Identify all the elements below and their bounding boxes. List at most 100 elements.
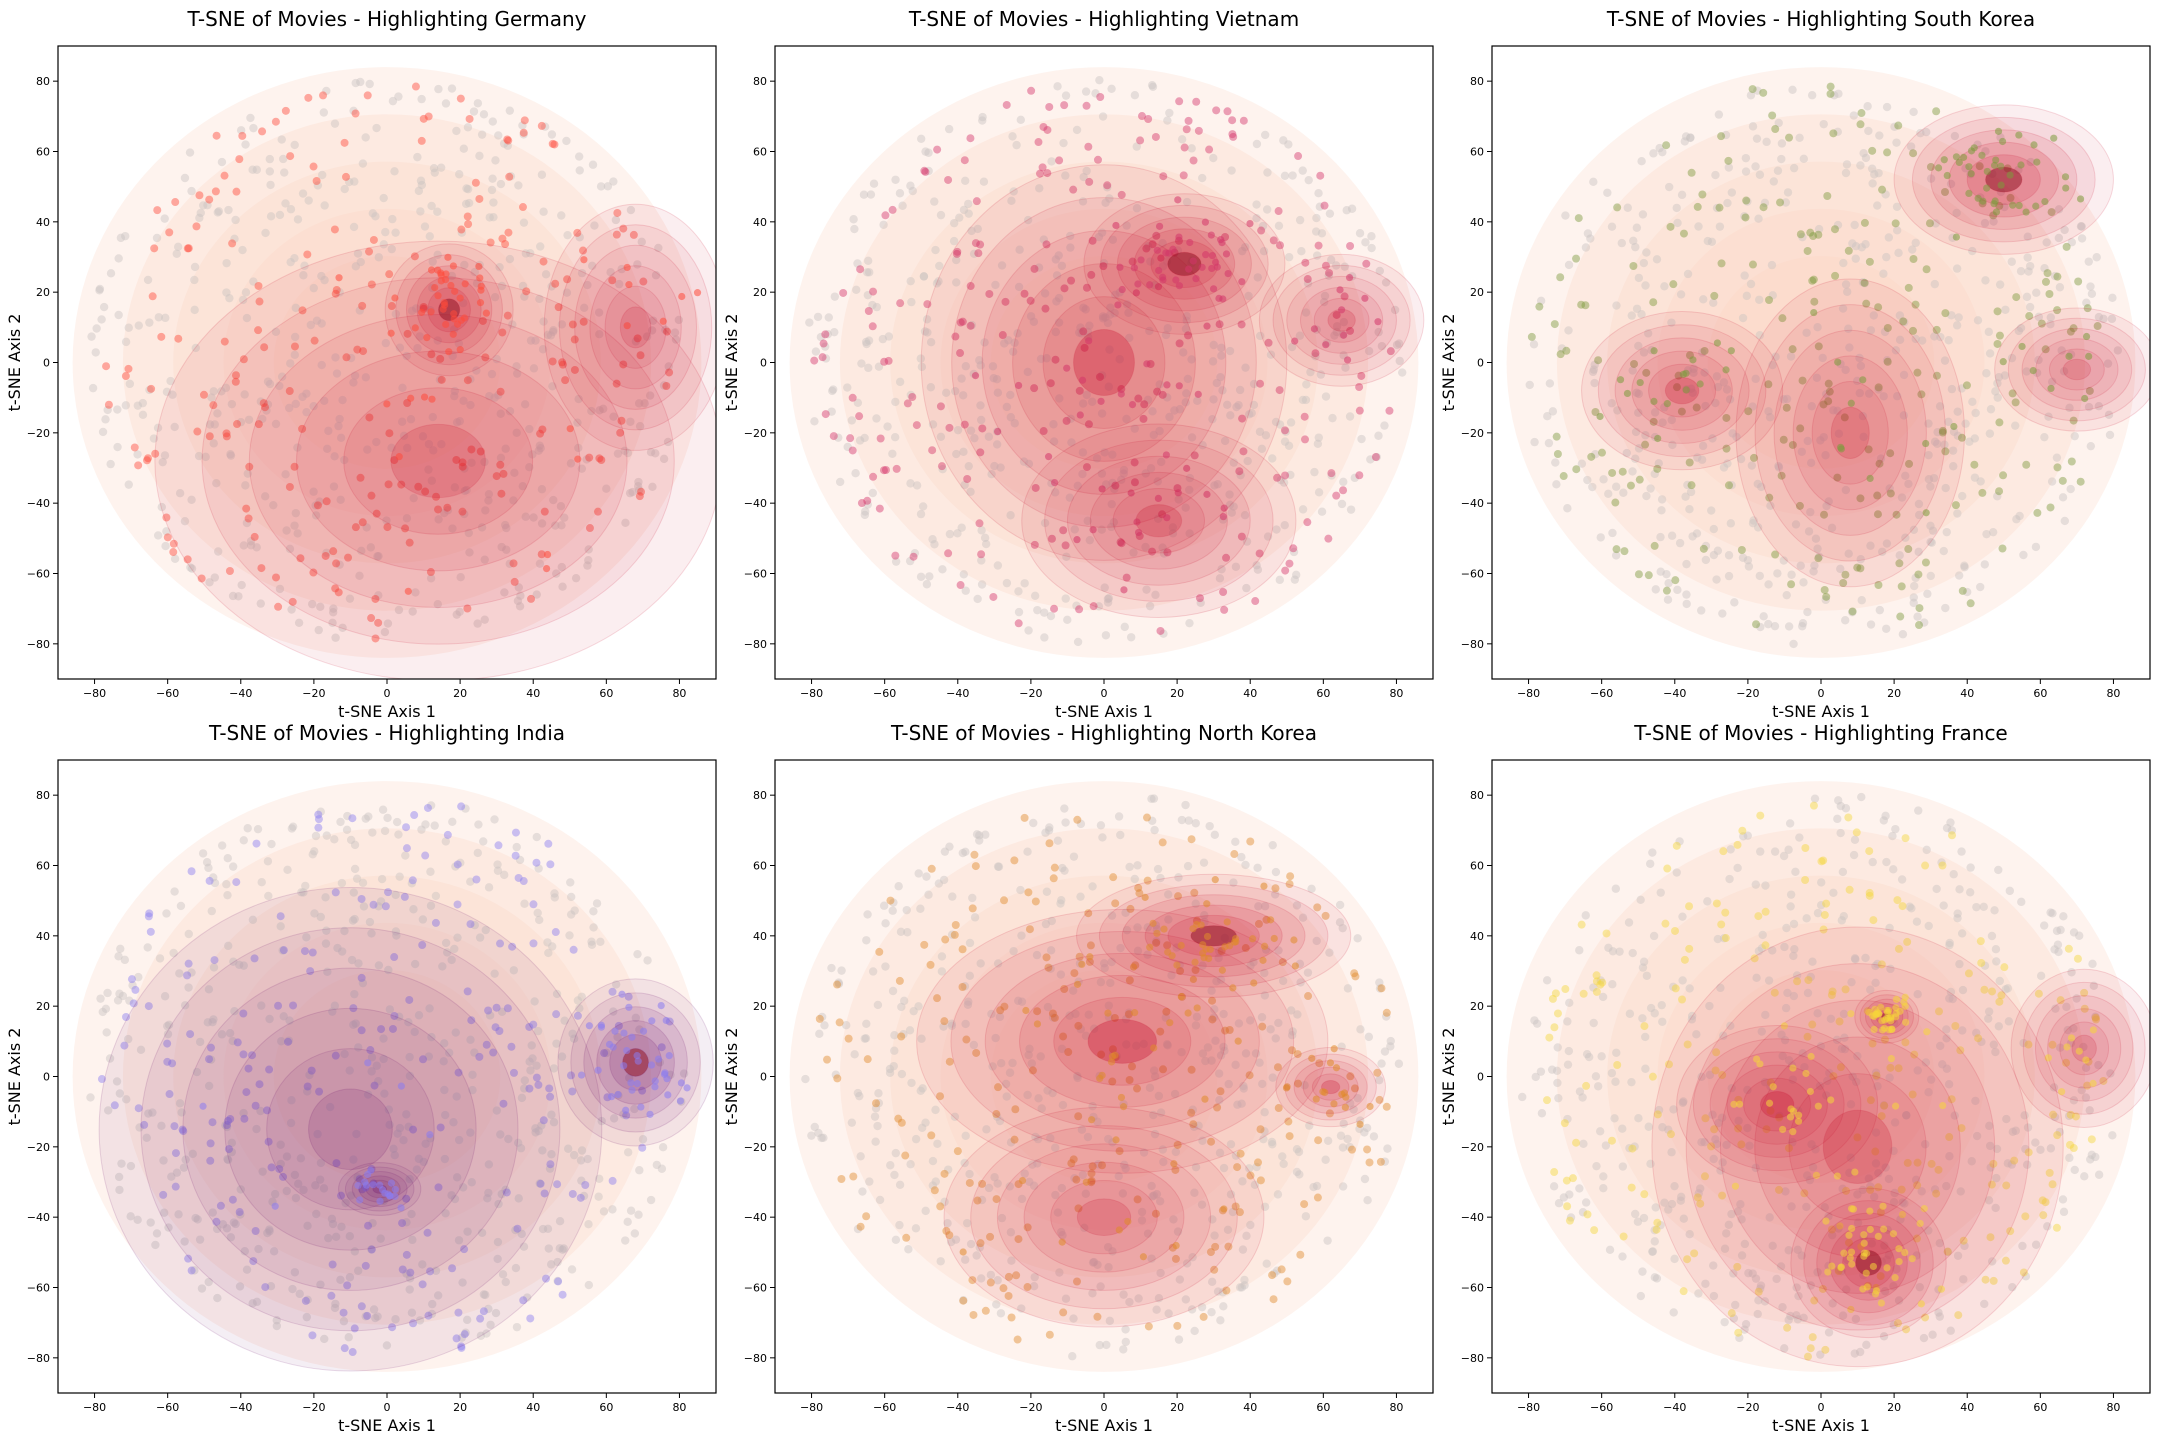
highlight-point — [1292, 962, 1299, 969]
kde-contour — [1088, 1019, 1157, 1063]
highlight-point — [1910, 255, 1918, 263]
movie-point — [957, 524, 965, 532]
movie-point — [1923, 590, 1931, 598]
movie-point — [1909, 108, 1917, 116]
movie-point — [1357, 435, 1365, 443]
movie-point — [961, 177, 969, 185]
movie-point — [1949, 870, 1957, 878]
movie-point — [1252, 200, 1260, 208]
movie-point — [2048, 909, 2056, 917]
movie-point — [965, 209, 973, 217]
highlight-point — [880, 358, 888, 366]
movie-point — [937, 1257, 945, 1265]
movie-point — [898, 202, 906, 210]
movie-point — [1565, 1047, 1573, 1055]
highlight-point — [952, 921, 960, 929]
movie-point — [1996, 977, 2004, 985]
movie-point — [318, 171, 326, 179]
movie-point — [1754, 215, 1762, 223]
movie-point — [96, 994, 104, 1002]
movie-point — [1883, 103, 1891, 111]
highlight-point — [1077, 411, 1084, 418]
movie-point — [643, 956, 651, 964]
movie-point — [1551, 458, 1559, 466]
movie-point — [1868, 179, 1876, 187]
movie-point — [401, 851, 409, 859]
highlight-point — [1050, 874, 1058, 882]
movie-point — [1799, 578, 1807, 586]
movie-point — [238, 246, 246, 254]
movie-point — [393, 818, 401, 826]
highlight-point — [969, 904, 977, 912]
movie-point — [857, 359, 865, 367]
movie-point — [568, 1265, 576, 1273]
movie-point — [1972, 903, 1980, 911]
highlight-point — [1210, 285, 1217, 292]
highlight-point — [1710, 292, 1718, 300]
y-axis-label: t-SNE Axis 2 — [1439, 314, 1458, 412]
movie-point — [480, 110, 488, 118]
highlight-point — [959, 945, 967, 953]
y-tick-label: −20 — [744, 427, 767, 440]
movie-point — [2032, 543, 2040, 551]
highlight-point — [450, 331, 457, 338]
movie-point — [288, 824, 296, 832]
movie-point — [125, 324, 133, 332]
movie-point — [125, 480, 133, 488]
y-tick-label: −60 — [27, 568, 50, 581]
movie-point — [1268, 454, 1276, 462]
movie-point — [1927, 572, 1935, 580]
movie-point — [1773, 569, 1781, 577]
movie-point — [1850, 851, 1858, 859]
highlight-point — [1967, 599, 1975, 607]
movie-point — [330, 835, 338, 843]
highlight-point — [1340, 332, 1347, 339]
highlight-point — [1953, 233, 1960, 240]
movie-point — [1762, 138, 1770, 146]
highlight-point — [1821, 911, 1829, 919]
movie-point — [1312, 227, 1320, 235]
movie-point — [1555, 1199, 1563, 1207]
highlight-point — [252, 840, 260, 848]
movie-point — [1588, 483, 1596, 491]
highlight-point — [1995, 128, 2002, 135]
movie-point — [1988, 932, 1996, 940]
y-tick-label: −80 — [27, 638, 50, 651]
movie-point — [489, 198, 497, 206]
highlight-point — [272, 118, 280, 126]
movie-point — [1725, 572, 1733, 580]
highlight-point — [512, 829, 520, 837]
x-tick-label: 0 — [1101, 687, 1108, 700]
movie-point — [1043, 888, 1051, 896]
movie-point — [2050, 945, 2058, 953]
movie-point — [92, 348, 100, 356]
movie-point — [244, 824, 252, 832]
movie-point — [383, 814, 391, 822]
movie-point — [1658, 148, 1666, 156]
movie-point — [100, 303, 108, 311]
movie-point — [161, 542, 169, 550]
highlight-point — [1749, 261, 1757, 269]
movie-point — [1968, 398, 1976, 406]
highlight-point — [212, 187, 220, 195]
highlight-point — [1992, 197, 1999, 204]
movie-point — [117, 234, 125, 242]
movie-point — [1637, 157, 1645, 165]
highlight-point — [620, 1029, 627, 1036]
movie-point — [1237, 853, 1245, 861]
movie-point — [2015, 512, 2023, 520]
movie-point — [897, 928, 905, 936]
movie-point — [2075, 932, 2083, 940]
movie-point — [1648, 848, 1656, 856]
movie-point — [1974, 316, 1982, 324]
movie-point — [627, 1207, 635, 1215]
highlight-point — [2059, 477, 2067, 485]
highlight-point — [608, 1093, 615, 1100]
movie-point — [1575, 1184, 1583, 1192]
highlight-point — [1810, 802, 1818, 810]
x-tick-label: 40 — [1243, 1401, 1257, 1414]
movie-point — [921, 1118, 929, 1126]
movie-point — [860, 190, 868, 198]
highlight-point — [1892, 219, 1900, 227]
y-tick-label: −40 — [27, 497, 50, 510]
